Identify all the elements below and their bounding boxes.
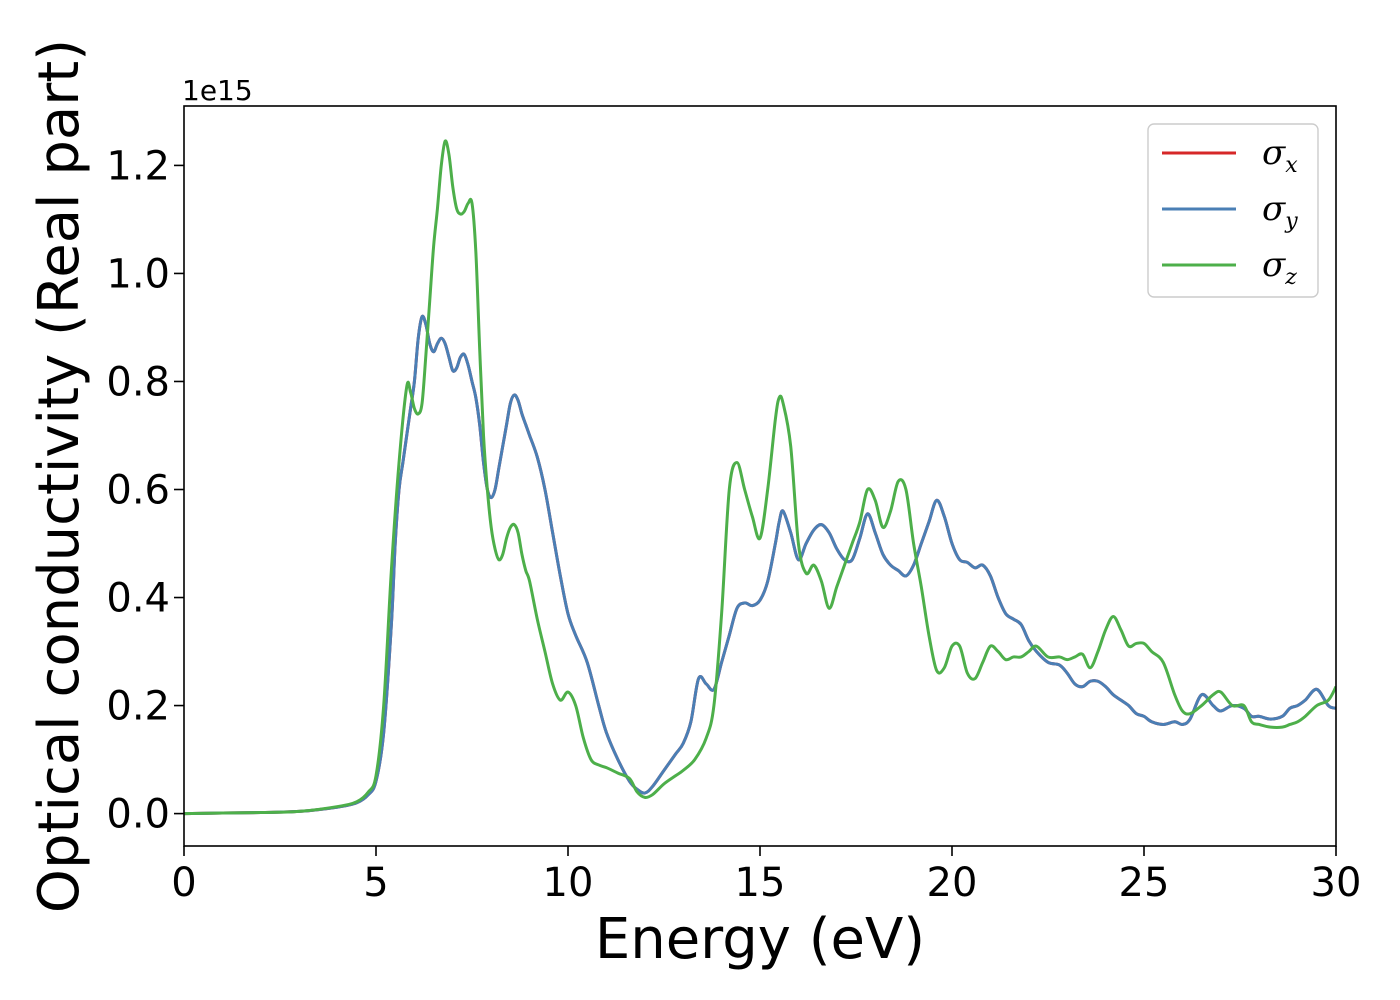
y-tick-label: 1.0 <box>106 251 170 297</box>
legend-label-z: σz <box>1262 245 1297 290</box>
y-axis-offset-text: 1e15 <box>182 74 253 107</box>
x-tick-label: 5 <box>363 860 388 906</box>
y-tick-label: 1.2 <box>106 143 170 189</box>
x-tick-label: 0 <box>171 860 196 906</box>
y-axis-title: Optical conductivity (Real part) <box>27 39 92 913</box>
y-tick-label: 0.6 <box>106 468 170 514</box>
y-tick-label: 0.4 <box>106 576 170 622</box>
x-tick-label: 30 <box>1311 860 1362 906</box>
y-axis-ticks: 0.0 0.2 0.4 0.6 0.8 1.0 1.2 <box>106 143 184 838</box>
plot-lines <box>184 139 1336 816</box>
series-line-y <box>184 314 1336 816</box>
series-line-z <box>184 139 1336 816</box>
y-tick-label: 0.2 <box>106 684 170 730</box>
x-tick-label: 15 <box>735 860 786 906</box>
y-tick-label: 0.0 <box>106 792 170 838</box>
x-axis-title: Energy (eV) <box>595 907 925 972</box>
x-axis-ticks: 0 5 10 15 20 25 30 <box>171 846 1361 906</box>
x-tick-label: 20 <box>927 860 978 906</box>
x-tick-label: 10 <box>543 860 594 906</box>
x-tick-label: 25 <box>1119 860 1170 906</box>
series-line-x <box>184 314 1336 816</box>
y-tick-label: 0.8 <box>106 359 170 405</box>
